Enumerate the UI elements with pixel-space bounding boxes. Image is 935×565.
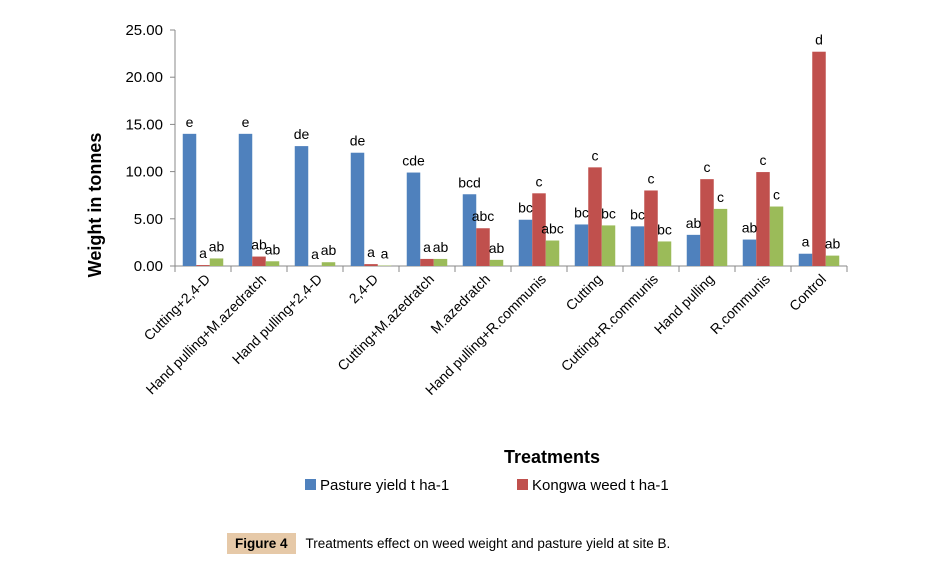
legend-swatch [517,479,528,490]
bar-3 [769,206,784,266]
bar-2 [812,51,826,266]
significance-label: a [311,246,319,262]
bar-3 [433,258,448,266]
bar-1 [294,146,309,266]
figure-caption: Figure 4 Treatments effect on weed weigh… [227,531,670,555]
bar-3 [265,261,280,266]
bar-3 [545,240,560,266]
bar-2 [532,193,546,266]
significance-label: ab [209,238,225,254]
x-axis-title: Treatments [504,447,600,467]
bar-3 [209,258,224,266]
significance-label: ab [825,236,841,252]
legend-swatch [305,479,316,490]
x-axis [174,265,848,272]
bar-3 [489,259,504,266]
bar-1 [518,219,533,266]
significance-label: c [773,187,780,203]
bar-1 [462,194,477,266]
significance-label: d [815,32,823,48]
bar-2 [476,228,490,266]
significance-label: e [186,114,194,130]
bar-2 [420,258,434,266]
bar-2 [252,256,266,266]
bar-1 [798,253,813,266]
category-label: Cutting [562,271,605,314]
significance-label: c [648,170,655,186]
category-label: Cutting+R.communis [558,271,661,374]
category-label: 2,4-D [346,271,382,307]
significance-label: abc [472,208,495,224]
significance-label: a [199,245,207,261]
significance-label: bcd [458,174,481,190]
bar-1 [238,133,253,266]
significance-label: a [367,244,375,260]
significance-label: c [717,189,724,205]
y-axis: 0.00 5.00 10.00 15.00 20.00 25.00 [125,22,176,275]
category-label: Cutting+M.azedratch [334,271,437,374]
significance-label: de [350,133,366,149]
significance-label: ab [265,241,281,257]
legend: Pasture yield t ha-1 Kongwa weed t ha-1 [305,477,669,494]
bar-2 [196,265,210,266]
bar-1 [686,234,701,266]
legend-label: Kongwa weed t ha-1 [532,477,669,494]
significance-label: c [592,147,599,163]
bar-2 [644,190,658,266]
bar-1 [574,224,589,266]
bar-2 [700,179,714,266]
bar-3 [321,262,336,266]
bar-1 [742,239,757,266]
y-axis-title: Weight in tonnes [85,133,105,278]
bar-1 [630,226,645,266]
significance-label: bc [657,221,672,237]
y-tick-label: 5.00 [134,211,163,228]
bar-1 [182,133,197,266]
y-tick-label: 15.00 [125,116,163,133]
significance-label: ab [686,215,702,231]
y-tick-label: 20.00 [125,69,163,86]
significance-label: bc [574,204,589,220]
significance-label: a [381,246,389,262]
significance-label: a [802,234,810,250]
significance-label: ab [489,240,505,256]
bar-3 [601,225,616,266]
bar-2 [756,172,770,266]
bar-3 [825,255,840,266]
significance-label: cde [402,153,425,169]
significance-label: ab [321,242,337,258]
significance-label: bc [518,200,533,216]
caption-text: Treatments effect on weed weight and pas… [305,535,671,551]
bars [182,51,840,266]
significance-label: e [242,114,250,130]
y-tick-label: 25.00 [125,22,163,39]
significance-label: c [704,159,711,175]
significance-label: a [423,239,431,255]
category-label: Hand pulling+R.communis [422,271,549,398]
significance-label: bc [601,205,616,221]
bar-3 [657,241,672,266]
bar-2 [364,264,378,266]
bar-1 [406,172,421,266]
y-tick-label: 10.00 [125,164,163,181]
significance-label: de [294,126,310,142]
significance-label: c [760,152,767,168]
significance-label: bc [630,206,645,222]
legend-label: Pasture yield t ha-1 [320,477,449,494]
bar-3 [713,208,728,266]
category-label: R.communis [707,271,773,337]
category-label: Control [786,271,829,314]
significance-label: ab [742,220,758,236]
bar-2 [588,167,602,266]
significance-label: ab [251,237,267,253]
figure-tag: Figure 4 [227,532,296,554]
bar-1 [350,152,365,266]
significance-label: ab [433,239,449,255]
significance-label: abc [541,221,564,237]
significance-label: c [536,173,543,189]
y-tick-label: 0.00 [134,258,163,275]
